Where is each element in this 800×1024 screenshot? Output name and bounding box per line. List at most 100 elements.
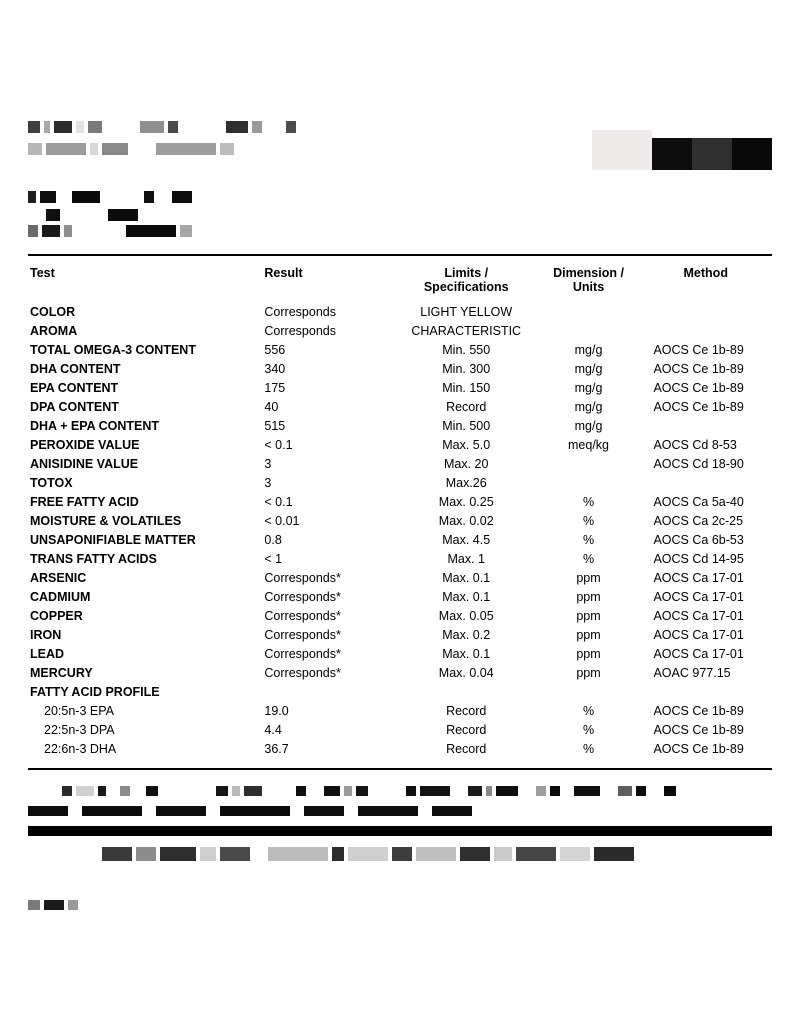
cell-result: < 0.01 xyxy=(262,511,394,530)
cell-test: DHA + EPA CONTENT xyxy=(28,416,262,435)
cell-result: Corresponds* xyxy=(262,644,394,663)
cell-result: 556 xyxy=(262,340,394,359)
cell-units xyxy=(538,321,640,340)
cell-result: 19.0 xyxy=(262,701,394,720)
table-row: ARSENICCorresponds*Max. 0.1ppmAOCS Ca 17… xyxy=(28,568,772,587)
cell-units xyxy=(538,454,640,473)
cell-units: mg/g xyxy=(538,359,640,378)
cell-method: AOCS Ce 1b-89 xyxy=(639,701,772,720)
col-result: Result xyxy=(262,262,394,302)
logo-redacted xyxy=(592,130,772,190)
cell-result: 3 xyxy=(262,473,394,492)
cell-test: UNSAPONIFIABLE MATTER xyxy=(28,530,262,549)
cell-method: AOCS Ca 17-01 xyxy=(639,606,772,625)
cell-units xyxy=(538,302,640,321)
cell-method xyxy=(639,302,772,321)
cell-limits: Max. 20 xyxy=(395,454,538,473)
cell-units: ppm xyxy=(538,663,640,682)
cell-units: mg/g xyxy=(538,378,640,397)
cell-limits: Max. 1 xyxy=(395,549,538,568)
cell-method: AOCS Cd 18-90 xyxy=(639,454,772,473)
cell-test: ARSENIC xyxy=(28,568,262,587)
document-header-redacted xyxy=(28,20,772,250)
cell-result: 3 xyxy=(262,454,394,473)
cell-test: CADMIUM xyxy=(28,587,262,606)
table-row: TOTOX3Max.26 xyxy=(28,473,772,492)
cell-method: AOCS Ce 1b-89 xyxy=(639,378,772,397)
cell-method: AOCS Ce 1b-89 xyxy=(639,720,772,739)
cell-method: AOCS Ca 17-01 xyxy=(639,625,772,644)
cell-units: mg/g xyxy=(538,416,640,435)
table-row: 20:5n-3 EPA19.0Record%AOCS Ce 1b-89 xyxy=(28,701,772,720)
cell-limits: Record xyxy=(395,739,538,758)
cell-test: DPA CONTENT xyxy=(28,397,262,416)
cell-method: AOCS Ce 1b-89 xyxy=(639,397,772,416)
table-row: DPA CONTENT40Recordmg/gAOCS Ce 1b-89 xyxy=(28,397,772,416)
cell-method: AOCS Ce 1b-89 xyxy=(639,340,772,359)
cell-method xyxy=(639,321,772,340)
table-row: TRANS FATTY ACIDS< 1Max. 1%AOCS Cd 14-95 xyxy=(28,549,772,568)
cell-units xyxy=(538,473,640,492)
table-row: 22:6n-3 DHA36.7Record%AOCS Ce 1b-89 xyxy=(28,739,772,758)
col-units-l2: Units xyxy=(573,280,604,294)
cell-test: COPPER xyxy=(28,606,262,625)
table-row: CADMIUMCorresponds*Max. 0.1ppmAOCS Ca 17… xyxy=(28,587,772,606)
cell-method: AOCS Ce 1b-89 xyxy=(639,359,772,378)
cell-result: 0.8 xyxy=(262,530,394,549)
cell-method: AOCS Ca 5a-40 xyxy=(639,492,772,511)
cell-result: < 0.1 xyxy=(262,492,394,511)
cell-limits: Record xyxy=(395,701,538,720)
section-header: FATTY ACID PROFILE xyxy=(28,682,772,701)
table-row: UNSAPONIFIABLE MATTER0.8Max. 4.5%AOCS Ca… xyxy=(28,530,772,549)
col-limits-l1: Limits / xyxy=(444,266,488,280)
cell-test: EPA CONTENT xyxy=(28,378,262,397)
cell-result: 36.7 xyxy=(262,739,394,758)
cell-limits: Min. 500 xyxy=(395,416,538,435)
cell-test: 22:5n-3 DPA xyxy=(28,720,262,739)
cell-result: Corresponds* xyxy=(262,625,394,644)
cell-limits: Max. 0.1 xyxy=(395,587,538,606)
table-row: EPA CONTENT175Min. 150mg/gAOCS Ce 1b-89 xyxy=(28,378,772,397)
cell-limits: Min. 300 xyxy=(395,359,538,378)
cell-units: % xyxy=(538,549,640,568)
table-row: PEROXIDE VALUE< 0.1Max. 5.0meq/kgAOCS Cd… xyxy=(28,435,772,454)
cell-units: ppm xyxy=(538,644,640,663)
cell-result: 340 xyxy=(262,359,394,378)
cell-units: % xyxy=(538,530,640,549)
table-row: MERCURYCorresponds*Max. 0.04ppmAOAC 977.… xyxy=(28,663,772,682)
cell-test: FREE FATTY ACID xyxy=(28,492,262,511)
specification-table: Test Result Limits / Specifications Dime… xyxy=(28,262,772,758)
table-header-row: Test Result Limits / Specifications Dime… xyxy=(28,262,772,302)
cell-units: % xyxy=(538,701,640,720)
col-units-l1: Dimension / xyxy=(553,266,624,280)
cell-test: TOTOX xyxy=(28,473,262,492)
cell-test: COLOR xyxy=(28,302,262,321)
cell-method: AOCS Cd 14-95 xyxy=(639,549,772,568)
cell-result: < 1 xyxy=(262,549,394,568)
cell-method: AOCS Ca 6b-53 xyxy=(639,530,772,549)
cell-result: Corresponds* xyxy=(262,663,394,682)
cell-units: ppm xyxy=(538,606,640,625)
table-row: LEADCorresponds*Max. 0.1ppmAOCS Ca 17-01 xyxy=(28,644,772,663)
cell-units: ppm xyxy=(538,625,640,644)
cell-result: Corresponds* xyxy=(262,568,394,587)
cell-test: 20:5n-3 EPA xyxy=(28,701,262,720)
cell-test: 22:6n-3 DHA xyxy=(28,739,262,758)
section-header-row: FATTY ACID PROFILE xyxy=(28,682,772,701)
cell-limits: Max. 0.04 xyxy=(395,663,538,682)
table-row: ANISIDINE VALUE3Max. 20AOCS Cd 18-90 xyxy=(28,454,772,473)
table-row: AROMACorrespondsCHARACTERISTIC xyxy=(28,321,772,340)
col-limits: Limits / Specifications xyxy=(395,262,538,302)
table-top-rule xyxy=(28,254,772,256)
cell-limits: Min. 550 xyxy=(395,340,538,359)
cell-units: mg/g xyxy=(538,340,640,359)
cell-limits: Max. 0.1 xyxy=(395,644,538,663)
table-row: COPPERCorresponds*Max. 0.05ppmAOCS Ca 17… xyxy=(28,606,772,625)
cell-limits: LIGHT YELLOW xyxy=(395,302,538,321)
cell-method: AOAC 977.15 xyxy=(639,663,772,682)
cell-limits: Record xyxy=(395,720,538,739)
cell-test: TOTAL OMEGA-3 CONTENT xyxy=(28,340,262,359)
cell-limits: Max. 0.25 xyxy=(395,492,538,511)
document-footer-redacted xyxy=(28,784,772,912)
cell-result: 175 xyxy=(262,378,394,397)
